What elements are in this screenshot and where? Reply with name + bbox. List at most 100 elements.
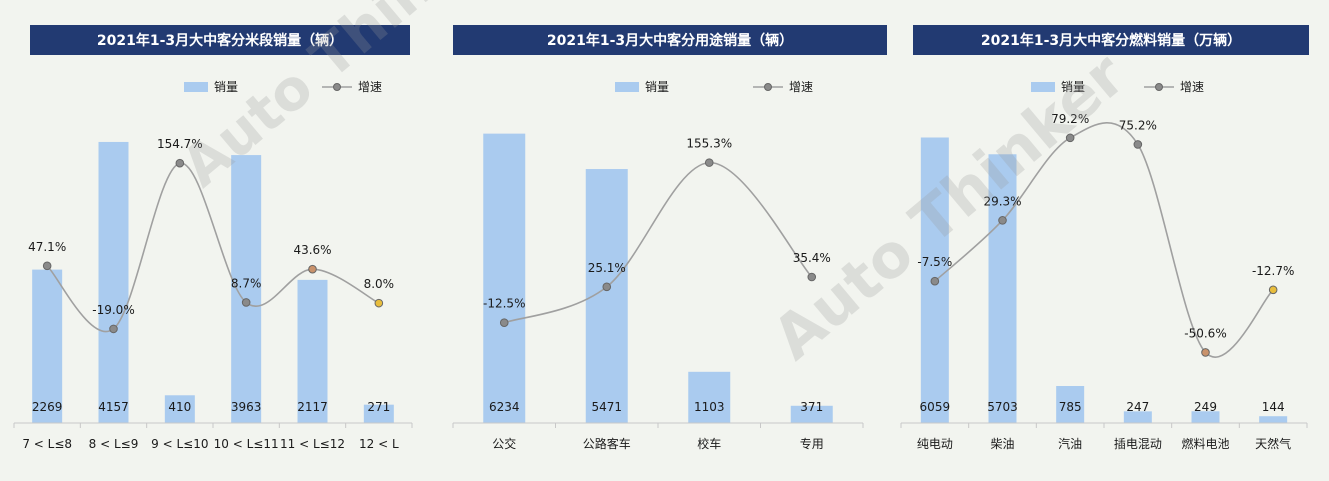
category-label: 公交 (492, 436, 516, 451)
growth-marker (241, 298, 251, 307)
growth-label: -19.0% (92, 303, 134, 317)
growth-marker (1268, 285, 1278, 295)
growth-marker (109, 324, 118, 334)
growth-label: 79.2% (1051, 112, 1089, 126)
category-label: 汽油 (1058, 436, 1082, 451)
bar (32, 269, 63, 423)
bar (790, 405, 833, 423)
growth-marker (807, 272, 817, 282)
growth-label: 75.2% (1119, 118, 1157, 132)
growth-marker (602, 282, 612, 292)
fuel-chart: 销量 增速 6059 5703 785 247 249 144 纯电动 柴油 汽油 插电混动 燃料电池 天… (900, 80, 1308, 451)
growth-line (503, 161, 813, 324)
legend-line-marker (333, 83, 341, 91)
growth-marker (1065, 133, 1075, 143)
bar-value-label: 5471 (591, 400, 622, 414)
growth-marker (998, 216, 1007, 225)
growth-label: 47.1% (28, 240, 66, 254)
bar-value-label: 247 (1126, 400, 1149, 414)
growth-marker (42, 261, 52, 271)
growth-label: 155.3% (686, 137, 732, 151)
growth-marker (930, 276, 940, 286)
bar-value-label: 1103 (694, 400, 725, 414)
legend-line-marker (764, 83, 772, 91)
legend-line-marker (1155, 83, 1163, 91)
bar (1191, 411, 1220, 423)
legend-line-label: 增速 (789, 80, 813, 94)
bar-value-label: 271 (367, 400, 390, 414)
legend-bar-label: 销量 (645, 80, 669, 94)
bar (1056, 386, 1085, 423)
legend-line-label: 增速 (1180, 80, 1204, 94)
bar (98, 141, 129, 423)
growth-marker (374, 298, 384, 308)
bar (1259, 416, 1288, 423)
bar-value-label: 144 (1262, 400, 1285, 414)
legend-bar-swatch (184, 82, 208, 92)
growth-label: 8.7% (231, 276, 262, 290)
growth-label: 25.1% (588, 261, 626, 275)
bar (164, 395, 195, 423)
growth-marker (175, 158, 185, 168)
bar-value-label: 5703 (987, 400, 1018, 414)
bar (363, 404, 394, 423)
category-label: 校车 (697, 436, 721, 451)
chart-title: 2021年1-3月大中客分米段销量（辆） (30, 25, 410, 55)
legend-line-label: 增速 (358, 80, 382, 94)
growth-marker (308, 264, 317, 274)
growth-label: 35.4% (793, 251, 831, 265)
category-label: 专用 (800, 436, 824, 451)
length-segment-chart-panel: 2021年1-3月大中客分米段销量（辆） 销量 增速 2269 4157 410 3963… (0, 0, 440, 481)
bar-value-label: 371 (800, 400, 823, 414)
legend-bar-label: 销量 (1061, 80, 1085, 94)
usage-chart: 销量 增速 6234 5471 1103 371 公交 公路客车 校车 专用 -12.5% 25.1%… (452, 80, 864, 451)
legend-bar-swatch (1031, 82, 1055, 92)
bar-value-label: 6234 (489, 400, 520, 414)
bar-value-label: 6059 (920, 400, 951, 414)
growth-label: -12.5% (483, 297, 525, 311)
category-label: 纯电动 (917, 437, 953, 451)
legend-bar-swatch (615, 82, 639, 92)
bar-value-label: 4157 (98, 400, 129, 414)
chart-title: 2021年1-3月大中客分燃料销量（万辆） (913, 25, 1309, 55)
bar-value-label: 410 (168, 400, 191, 414)
fuel-chart-panel: 2021年1-3月大中客分燃料销量（万辆） 销量 增速 6059 5703 785 247… (889, 0, 1329, 481)
growth-line (934, 122, 1274, 358)
bar-value-label: 3963 (231, 400, 262, 414)
bar (297, 279, 328, 423)
bar-value-label: 2117 (297, 400, 328, 414)
growth-marker (704, 158, 714, 167)
bar (483, 133, 526, 424)
bar-value-label: 2269 (32, 400, 63, 414)
bar (988, 154, 1017, 423)
growth-label: -50.6% (1184, 326, 1226, 340)
growth-marker (499, 318, 509, 327)
bar (1123, 411, 1152, 423)
growth-label: -12.7% (1252, 264, 1294, 278)
bar (688, 371, 731, 423)
category-label: 公路客车 (583, 436, 631, 451)
bar-value-label: 785 (1059, 400, 1082, 414)
bar-value-label: 249 (1194, 400, 1217, 414)
length-segment-chart: 销量 增速 2269 4157 410 3963 2117 271 7 < L≤8 8 < L≤9… (13, 80, 413, 451)
category-label: 天然气 (1255, 436, 1291, 451)
chart-title: 2021年1-3月大中客分用途销量（辆） (453, 25, 887, 55)
category-label: 插电混动 (1114, 437, 1162, 451)
growth-marker (1201, 348, 1210, 357)
growth-label: 154.7% (157, 137, 203, 151)
category-label: 8 < L≤9 (89, 437, 139, 451)
legend-bar-label: 销量 (214, 80, 238, 94)
category-label: 燃料电池 (1181, 436, 1229, 451)
growth-marker (1133, 140, 1143, 149)
category-label: 7 < L≤8 (22, 437, 72, 451)
growth-label: -7.5% (917, 255, 952, 269)
growth-label: 29.3% (983, 194, 1021, 208)
growth-label: 43.6% (293, 243, 331, 257)
category-label: 柴油 (990, 437, 1014, 451)
growth-label: 8.0% (364, 277, 395, 291)
category-label: 9 < L≤10 (151, 437, 208, 451)
usage-chart-panel: 2021年1-3月大中客分用途销量（辆） 销量 增速 6234 5471 1103 371… (443, 0, 887, 481)
category-label: 10 < L≤11 (214, 437, 279, 451)
category-label: 11 < L≤12 (280, 437, 345, 451)
